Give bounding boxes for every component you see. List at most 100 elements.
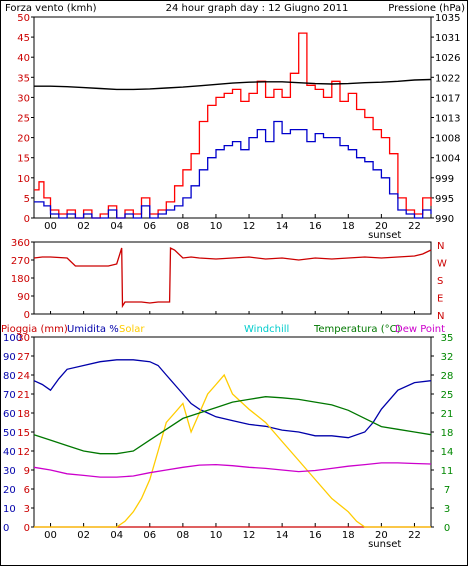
legend-solar: Solar: [119, 324, 145, 335]
temp-y-tick-label: 25: [441, 390, 454, 401]
pressure-y-tick-label: 1031: [435, 33, 460, 44]
x-tick-label: 06: [143, 530, 156, 541]
pressure-y-tick-label: 1022: [435, 73, 460, 84]
pressure-y-tick-label: 1008: [435, 134, 460, 145]
humidity-y-tick-label: 40: [3, 447, 16, 458]
temp-y-tick-label: 18: [441, 428, 454, 439]
x-tick-label: 20: [375, 221, 388, 232]
x-tick-label: 12: [243, 530, 256, 541]
wind-y-tick-label: 10: [17, 174, 30, 185]
direction-y-tick-label: 180: [11, 274, 30, 285]
graph-title: 24 hour graph day : 12 Giugno 2011: [166, 3, 349, 14]
humidity-y-tick-label: 30: [3, 466, 16, 477]
x-tick-label: 22: [408, 530, 421, 541]
series-pressione: [34, 78, 432, 91]
rain-y-tick-label: 21: [17, 390, 30, 401]
legend-temperature: Temperatura (°C): [313, 324, 401, 335]
pressure-y-tick-label: 1013: [435, 114, 460, 125]
direction-y-tick-label: 0: [24, 310, 30, 321]
humidity-y-tick-label: 60: [3, 409, 16, 420]
x-tick-label: 04: [110, 221, 123, 232]
rain-y-tick-label: 0: [24, 523, 30, 534]
compass-label: W: [437, 259, 447, 270]
x-tick-label: 16: [309, 530, 322, 541]
rain-y-tick-label: 27: [17, 352, 30, 363]
wind-y-tick-label: 50: [17, 13, 30, 24]
x-tick-label: 12: [243, 221, 256, 232]
compass-label: E: [437, 294, 443, 305]
pressure-axis-title: Pressione (hPa): [388, 3, 465, 14]
x-tick-label: 06: [143, 221, 156, 232]
humidity-y-tick-label: 50: [3, 428, 16, 439]
legend-humidity: Umidita %: [67, 324, 119, 335]
x-tick-label: 08: [177, 221, 190, 232]
humidity-y-tick-label: 80: [3, 371, 16, 382]
wind-y-tick-label: 0: [24, 214, 30, 225]
humidity-y-tick-label: 100: [3, 333, 22, 344]
rain-y-tick-label: 15: [17, 428, 30, 439]
x-tick-label: 08: [177, 530, 190, 541]
wind-y-tick-label: 20: [17, 134, 30, 145]
series-dew-point: [33, 462, 432, 478]
temp-y-tick-label: 11: [441, 466, 454, 477]
x-tick-label: 18: [342, 530, 355, 541]
temp-y-tick-label: 21: [441, 409, 454, 420]
wind-y-tick-label: 35: [17, 73, 30, 84]
temp-y-tick-label: 35: [441, 333, 454, 344]
compass-label: S: [437, 276, 443, 287]
rain-y-tick-label: 3: [24, 504, 30, 515]
temp-y-tick-label: 0: [444, 523, 450, 534]
direction-y-tick-label: 270: [11, 256, 30, 267]
wind-y-tick-label: 25: [17, 114, 30, 125]
sunset-label: sunset: [368, 539, 401, 550]
rain-y-tick-label: 9: [24, 466, 30, 477]
rain-y-tick-label: 30: [17, 333, 30, 344]
pressure-y-tick-label: 1026: [435, 53, 460, 64]
sunset-label: sunset: [368, 230, 401, 241]
legend-rain: Pioggia (mm): [1, 324, 68, 335]
pressure-y-tick-label: 999: [435, 174, 454, 185]
direction-y-tick-label: 360: [11, 238, 30, 249]
x-tick-label: 14: [276, 530, 289, 541]
temp-y-tick-label: 28: [441, 371, 454, 382]
x-tick-label: 00: [44, 221, 57, 232]
pressure-y-tick-label: 1017: [435, 93, 460, 104]
x-tick-label: 02: [77, 221, 90, 232]
wind-y-tick-label: 45: [17, 33, 30, 44]
x-tick-label: 18: [342, 221, 355, 232]
humidity-y-tick-label: 0: [3, 523, 9, 534]
series-temperatura: [33, 396, 432, 455]
rain-y-tick-label: 18: [17, 409, 30, 420]
humidity-y-tick-label: 10: [3, 504, 16, 515]
humidity-y-tick-label: 70: [3, 390, 16, 401]
compass-label: N: [437, 311, 444, 322]
x-tick-label: 10: [210, 221, 223, 232]
humidity-y-tick-label: 20: [3, 485, 16, 496]
compass-label: N: [437, 241, 444, 252]
temp-y-tick-label: 14: [441, 447, 454, 458]
chart-layer: 0510152025303540455099099599910041008101…: [1, 13, 460, 550]
rain-y-tick-label: 24: [17, 371, 30, 382]
wind-direction-panel: [33, 241, 432, 315]
pressure-y-tick-label: 1004: [435, 154, 460, 165]
pressure-y-tick-label: 990: [435, 214, 454, 225]
rain-y-tick-label: 12: [17, 447, 30, 458]
wind-axis-title: Forza vento (kmh): [5, 3, 97, 14]
pressure-y-tick-label: 1035: [435, 13, 460, 24]
wind-y-tick-label: 15: [17, 154, 30, 165]
series-solar: [34, 373, 431, 528]
x-tick-label: 02: [77, 530, 90, 541]
legend-dewpoint: Dew Point: [395, 324, 445, 335]
pressure-y-tick-label: 995: [435, 194, 454, 205]
temp-y-tick-label: 32: [441, 352, 454, 363]
direction-y-tick-label: 90: [17, 292, 30, 303]
series-raffica: [34, 120, 432, 219]
x-tick-label: 14: [276, 221, 289, 232]
rain-y-tick-label: 6: [24, 485, 30, 496]
x-tick-label: 00: [44, 530, 57, 541]
wind-y-tick-label: 40: [17, 53, 30, 64]
series-direzione: [33, 246, 432, 309]
weather-panel: [33, 336, 432, 528]
